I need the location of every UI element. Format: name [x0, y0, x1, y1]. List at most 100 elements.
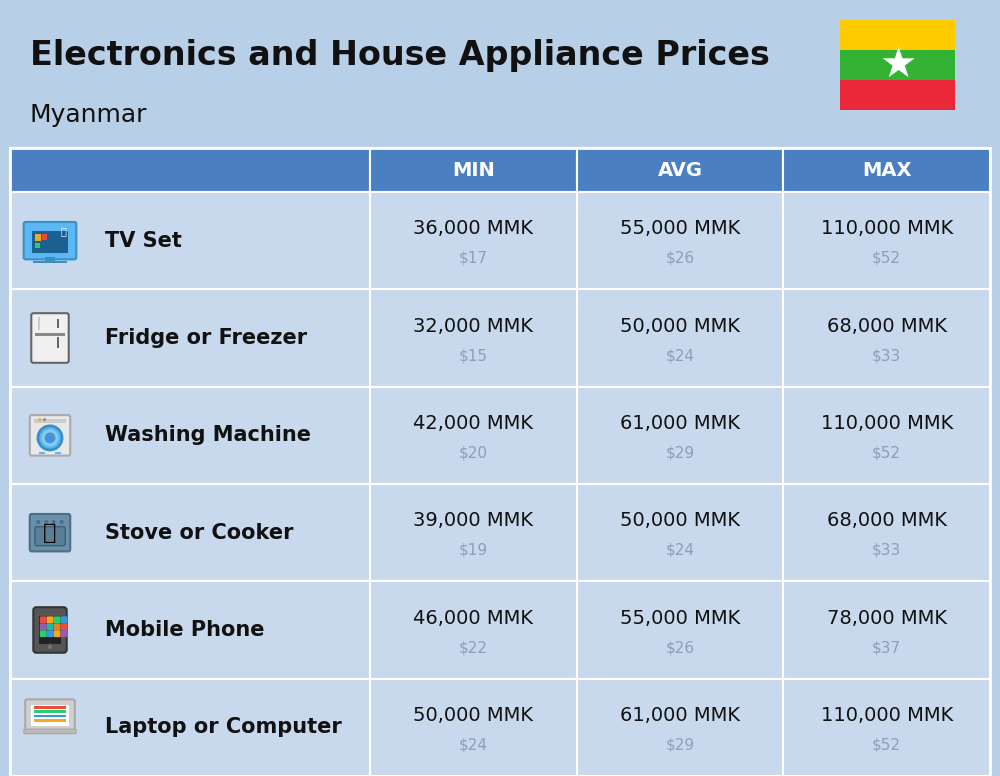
Bar	[10, 148, 370, 192]
Circle shape	[47, 644, 53, 650]
Text: 61,000 MMK: 61,000 MMK	[620, 414, 740, 433]
Text: MIN: MIN	[452, 161, 495, 179]
Bar	[10, 289, 990, 386]
FancyBboxPatch shape	[61, 630, 68, 637]
Text: $22: $22	[459, 640, 488, 655]
Circle shape	[60, 520, 64, 524]
Text: 78,000 MMK: 78,000 MMK	[827, 609, 947, 628]
Text: Electronics and House Appliance Prices: Electronics and House Appliance Prices	[30, 39, 770, 71]
Text: $24: $24	[459, 737, 488, 753]
FancyBboxPatch shape	[47, 630, 54, 637]
FancyBboxPatch shape	[61, 623, 68, 630]
Text: $24: $24	[666, 348, 694, 363]
FancyBboxPatch shape	[24, 729, 76, 733]
Text: Washing Machine: Washing Machine	[105, 425, 311, 445]
Bar	[10, 148, 990, 776]
Bar	[10, 679, 990, 776]
Text: $24: $24	[666, 542, 694, 558]
Circle shape	[44, 520, 48, 524]
Text: $52: $52	[872, 737, 901, 753]
Text: $20: $20	[459, 445, 488, 460]
FancyBboxPatch shape	[35, 527, 65, 546]
Bar	[57, 319, 59, 328]
Bar	[34, 711, 66, 713]
Circle shape	[41, 429, 59, 447]
Bar	[33, 261, 67, 263]
Bar	[35, 243, 40, 248]
Bar	[840, 50, 955, 80]
Bar	[370, 148, 577, 192]
Text: 🔥: 🔥	[43, 523, 57, 543]
Text: $19: $19	[459, 542, 488, 558]
FancyBboxPatch shape	[24, 222, 76, 259]
FancyBboxPatch shape	[54, 616, 61, 623]
Text: 36,000 MMK: 36,000 MMK	[413, 220, 533, 238]
Text: 32,000 MMK: 32,000 MMK	[413, 317, 533, 336]
Bar	[10, 386, 990, 484]
Text: 55,000 MMK: 55,000 MMK	[620, 609, 740, 628]
Bar	[38, 317, 40, 330]
Bar	[577, 148, 783, 192]
Bar	[10, 192, 990, 289]
Bar	[31, 705, 69, 726]
Bar	[10, 484, 990, 581]
FancyBboxPatch shape	[40, 623, 47, 630]
Text: $29: $29	[665, 445, 695, 460]
Text: $52: $52	[872, 445, 901, 460]
Text: Fridge or Freezer: Fridge or Freezer	[105, 328, 307, 348]
Bar	[55, 452, 61, 454]
Text: $33: $33	[872, 542, 901, 558]
Text: $15: $15	[459, 348, 488, 363]
Bar	[783, 148, 990, 192]
Text: 68,000 MMK: 68,000 MMK	[827, 317, 947, 336]
FancyBboxPatch shape	[33, 608, 67, 653]
Text: $52: $52	[872, 251, 901, 265]
Text: 50,000 MMK: 50,000 MMK	[620, 511, 740, 531]
Text: 68,000 MMK: 68,000 MMK	[827, 511, 947, 531]
FancyBboxPatch shape	[54, 623, 61, 630]
FancyBboxPatch shape	[47, 616, 54, 623]
Circle shape	[52, 520, 56, 524]
Bar	[34, 706, 66, 708]
Text: 110,000 MMK: 110,000 MMK	[821, 706, 953, 725]
FancyBboxPatch shape	[61, 616, 68, 623]
Text: TV Set: TV Set	[105, 230, 182, 251]
Text: AVG: AVG	[658, 161, 702, 179]
Bar	[39, 616, 61, 644]
Bar	[35, 334, 65, 337]
Text: 46,000 MMK: 46,000 MMK	[413, 609, 533, 628]
Text: $26: $26	[665, 251, 695, 265]
Text: Laptop or Computer: Laptop or Computer	[105, 717, 342, 737]
FancyBboxPatch shape	[30, 514, 70, 552]
Text: 50,000 MMK: 50,000 MMK	[620, 317, 740, 336]
Text: 39,000 MMK: 39,000 MMK	[413, 511, 533, 531]
Text: $37: $37	[872, 640, 901, 655]
Text: 50,000 MMK: 50,000 MMK	[413, 706, 533, 725]
Text: $17: $17	[459, 251, 488, 265]
FancyBboxPatch shape	[40, 630, 47, 637]
FancyBboxPatch shape	[30, 415, 70, 456]
Bar	[39, 452, 45, 454]
Bar	[34, 719, 66, 722]
FancyBboxPatch shape	[47, 623, 54, 630]
Bar	[45, 258, 55, 262]
Text: Mobile Phone: Mobile Phone	[105, 620, 264, 640]
Text: 42,000 MMK: 42,000 MMK	[413, 414, 533, 433]
Bar	[42, 234, 47, 240]
FancyBboxPatch shape	[40, 616, 47, 623]
Bar	[10, 581, 990, 679]
Text: Myanmar: Myanmar	[30, 103, 148, 127]
Text: $33: $33	[872, 348, 901, 363]
FancyBboxPatch shape	[31, 314, 69, 363]
Bar	[840, 20, 955, 50]
Circle shape	[43, 418, 46, 421]
Text: 110,000 MMK: 110,000 MMK	[821, 414, 953, 433]
Text: 55,000 MMK: 55,000 MMK	[620, 220, 740, 238]
FancyBboxPatch shape	[25, 699, 75, 733]
Circle shape	[38, 418, 41, 421]
Text: 61,000 MMK: 61,000 MMK	[620, 706, 740, 725]
Text: Stove or Cooker: Stove or Cooker	[105, 523, 294, 542]
Bar	[35, 234, 41, 241]
Bar	[32, 231, 68, 253]
Text: MAX: MAX	[862, 161, 911, 179]
